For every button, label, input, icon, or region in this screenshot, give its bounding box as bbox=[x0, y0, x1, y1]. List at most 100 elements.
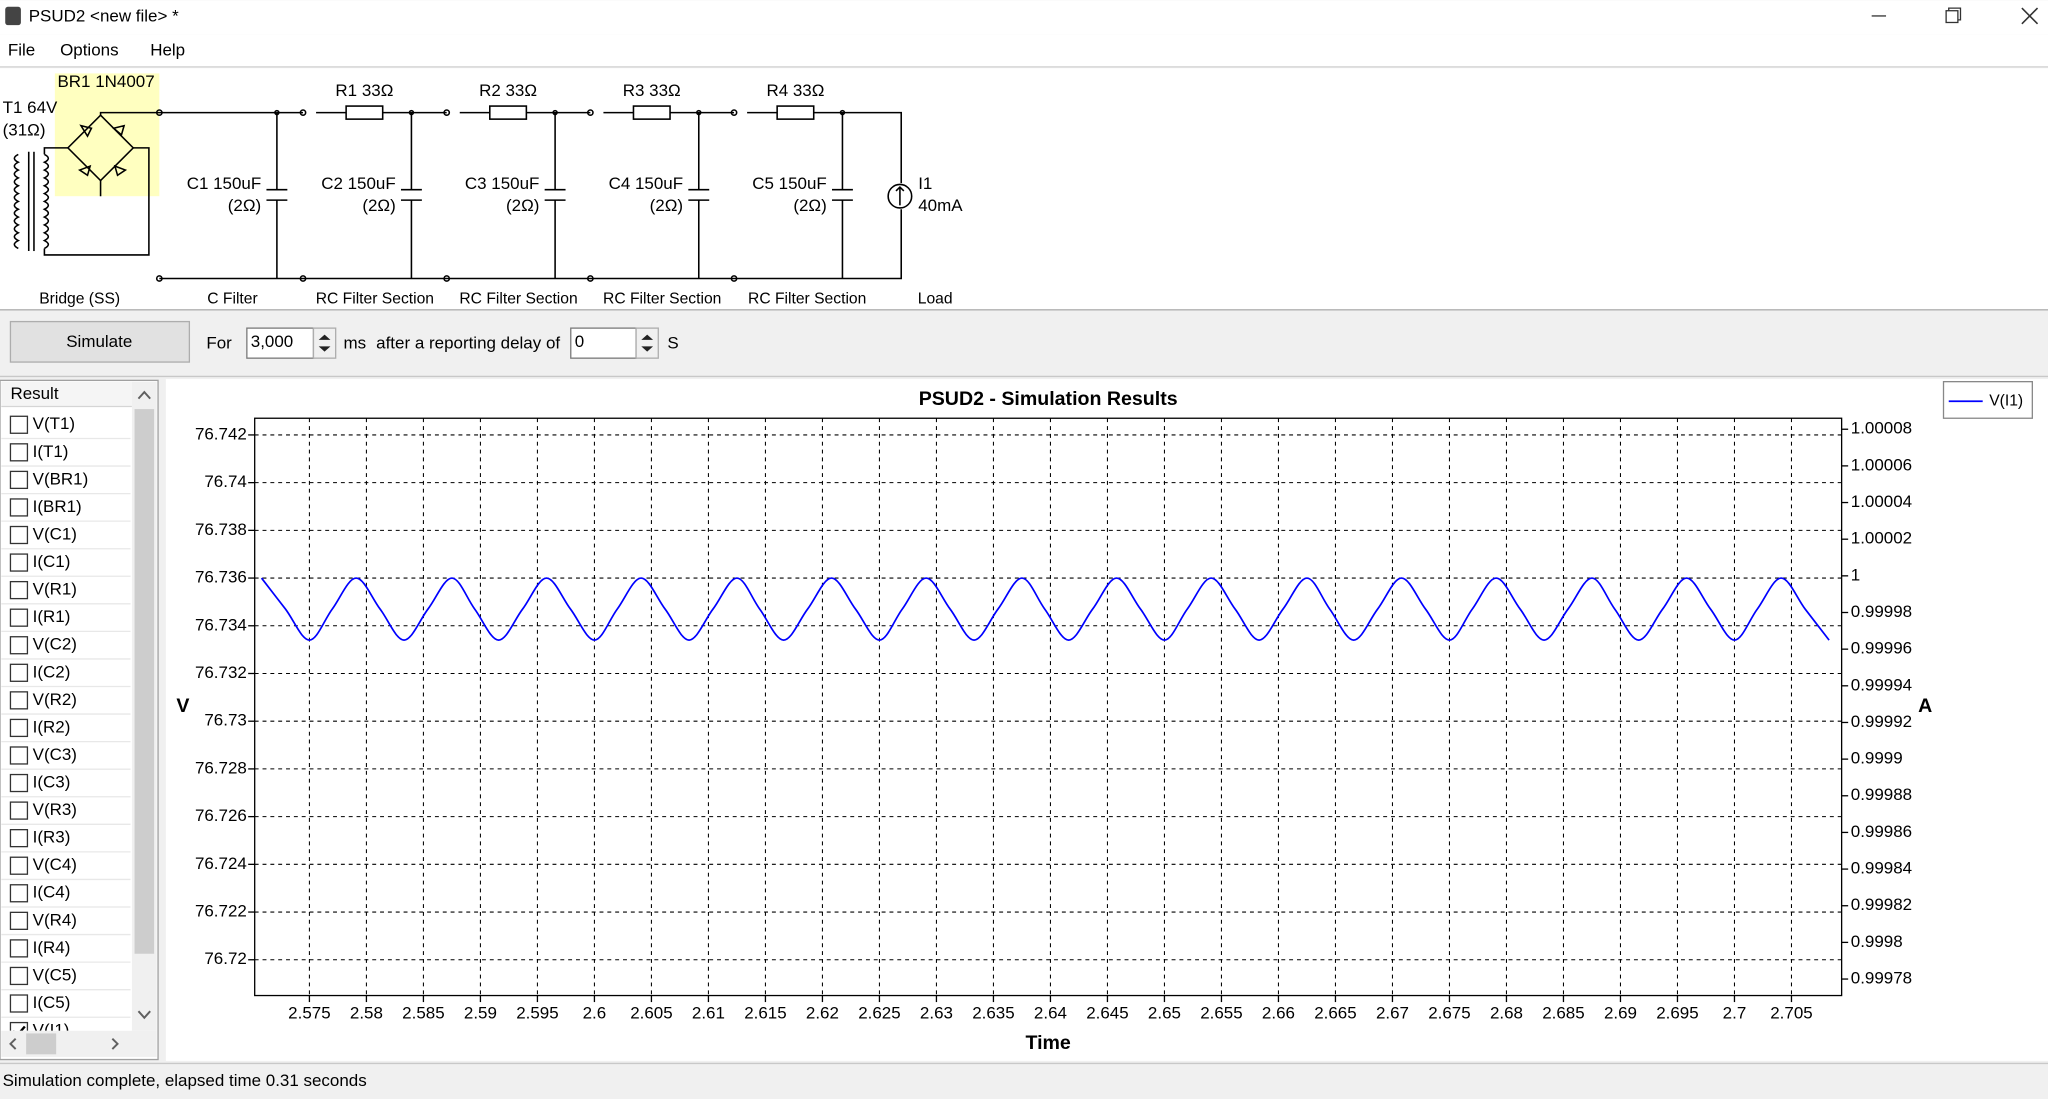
checkbox[interactable] bbox=[9, 663, 29, 682]
menu-item[interactable]: Options bbox=[60, 41, 118, 60]
y2-tick-label: 1.00006 bbox=[1851, 455, 1912, 474]
y2-tick-label: 0.99994 bbox=[1851, 675, 1912, 694]
section-label: RC Filter Section bbox=[603, 291, 721, 308]
y-tick-label: 76.734 bbox=[195, 615, 247, 634]
section-label: RC Filter Section bbox=[748, 291, 866, 308]
checkbox[interactable] bbox=[9, 939, 29, 958]
menu-item[interactable]: File bbox=[8, 41, 35, 60]
list-item: I(C3) bbox=[33, 773, 71, 792]
x-axis-label: Time bbox=[1025, 1032, 1070, 1054]
y2-tick-label: 1 bbox=[1851, 565, 1860, 584]
component-label: (2Ω) bbox=[793, 196, 826, 215]
menu-item[interactable]: Help bbox=[150, 41, 185, 60]
component-label: C3 150uF bbox=[465, 174, 540, 193]
input-value: 3,000 bbox=[251, 332, 293, 351]
list-item: V(C5) bbox=[33, 965, 77, 984]
component-label: T1 64V bbox=[3, 98, 58, 117]
input-value: 0 bbox=[575, 332, 584, 351]
y-tick-label: 76.726 bbox=[195, 806, 247, 825]
list-item: V(R3) bbox=[33, 800, 77, 819]
x-tick-label: 2.655 bbox=[1200, 1003, 1242, 1022]
delay-input[interactable] bbox=[570, 327, 637, 359]
checkbox[interactable] bbox=[9, 1021, 29, 1040]
horizontal-scrollbar[interactable] bbox=[1, 1030, 157, 1057]
list-item: V(C4) bbox=[33, 855, 77, 874]
list-item: V(C2) bbox=[33, 635, 77, 654]
spinner[interactable] bbox=[312, 327, 337, 359]
list-header: Result bbox=[10, 384, 58, 403]
legend-label: V(I1) bbox=[1989, 392, 2023, 409]
x-tick-label: 2.605 bbox=[630, 1003, 672, 1022]
y-tick-label: 76.74 bbox=[204, 472, 246, 491]
checkbox[interactable] bbox=[9, 498, 29, 517]
section-label: C Filter bbox=[207, 291, 257, 308]
section-label: RC Filter Section bbox=[316, 291, 434, 308]
list-item: I(R2) bbox=[33, 717, 71, 736]
list-item: V(C3) bbox=[33, 745, 77, 764]
app-icon bbox=[5, 6, 21, 26]
y-tick-label: 76.738 bbox=[195, 520, 247, 539]
checkbox[interactable] bbox=[9, 580, 29, 600]
checkbox[interactable] bbox=[9, 884, 29, 903]
x-tick-label: 2.6 bbox=[583, 1003, 607, 1022]
y-tick-label: 76.724 bbox=[195, 854, 247, 873]
checkbox[interactable] bbox=[9, 636, 29, 655]
y2-tick-label: 1.00008 bbox=[1851, 419, 1912, 438]
component-label: (2Ω) bbox=[650, 196, 683, 215]
y-tick-label: 76.73 bbox=[204, 711, 246, 730]
component-label: R3 33Ω bbox=[623, 81, 681, 100]
checkbox[interactable] bbox=[9, 691, 29, 710]
menu-bar bbox=[0, 34, 2048, 67]
checkbox[interactable] bbox=[9, 718, 29, 738]
spinner[interactable] bbox=[635, 327, 659, 359]
vertical-scrollbar[interactable] bbox=[131, 381, 157, 1031]
close-button[interactable] bbox=[2021, 7, 2039, 25]
checkbox[interactable] bbox=[9, 801, 29, 820]
section-label: RC Filter Section bbox=[459, 291, 577, 308]
checkbox[interactable] bbox=[9, 470, 29, 490]
checkbox[interactable] bbox=[9, 829, 29, 848]
component-label: (31Ω) bbox=[3, 120, 46, 139]
x-tick-label: 2.635 bbox=[972, 1003, 1014, 1022]
checkbox[interactable] bbox=[9, 994, 29, 1013]
y2-tick-label: 1.00002 bbox=[1851, 529, 1912, 548]
checkbox[interactable] bbox=[9, 966, 29, 986]
button-label: Simulate bbox=[66, 332, 132, 351]
checkbox[interactable] bbox=[9, 856, 29, 875]
x-tick-label: 2.59 bbox=[464, 1003, 497, 1022]
y-axis-label: V bbox=[176, 695, 189, 717]
component-label: (2Ω) bbox=[228, 196, 261, 215]
list-item: V(T1) bbox=[33, 414, 75, 433]
list-item: I(C2) bbox=[33, 662, 71, 681]
duration-input[interactable] bbox=[246, 327, 315, 359]
checkbox[interactable] bbox=[9, 608, 29, 627]
status-bar: Simulation complete, elapsed time 0.31 s… bbox=[3, 1071, 367, 1090]
y-tick-label: 76.728 bbox=[195, 758, 247, 777]
component-label: R1 33Ω bbox=[335, 81, 393, 100]
list-item: I(C1) bbox=[33, 552, 71, 571]
y2-tick-label: 0.99996 bbox=[1851, 639, 1912, 658]
x-tick-label: 2.67 bbox=[1376, 1003, 1409, 1022]
checkbox[interactable] bbox=[9, 525, 29, 545]
checkbox[interactable] bbox=[9, 553, 29, 572]
section-label: Load bbox=[918, 291, 953, 308]
circuit-panel: BR1 1N4007 T1 64V (31Ω) R1 33Ω R2 33Ω R3… bbox=[0, 68, 2048, 310]
checkbox[interactable] bbox=[9, 443, 29, 462]
restore-button[interactable] bbox=[1945, 7, 1962, 24]
y2-tick-label: 0.99982 bbox=[1851, 895, 1912, 914]
y2-tick-label: 0.9999 bbox=[1851, 749, 1903, 768]
checkbox[interactable] bbox=[9, 911, 29, 930]
checkbox[interactable] bbox=[9, 773, 29, 793]
x-tick-label: 2.575 bbox=[288, 1003, 330, 1022]
y-tick-label: 76.742 bbox=[195, 424, 247, 443]
checkbox[interactable] bbox=[9, 746, 29, 765]
y2-tick-label: 0.99988 bbox=[1851, 785, 1912, 804]
x-tick-label: 2.66 bbox=[1262, 1003, 1295, 1022]
checkbox[interactable] bbox=[9, 415, 29, 434]
x-tick-label: 2.595 bbox=[516, 1003, 558, 1022]
simulate-button[interactable] bbox=[9, 320, 191, 363]
list-items: V(T1) I(T1) V(BR1) I(BR1) V(C1) I(C1) V(R1) I(R… bbox=[1, 414, 131, 1040]
x-tick-label: 2.63 bbox=[920, 1003, 953, 1022]
label: ms bbox=[344, 333, 367, 352]
legend-box bbox=[1942, 381, 2033, 419]
